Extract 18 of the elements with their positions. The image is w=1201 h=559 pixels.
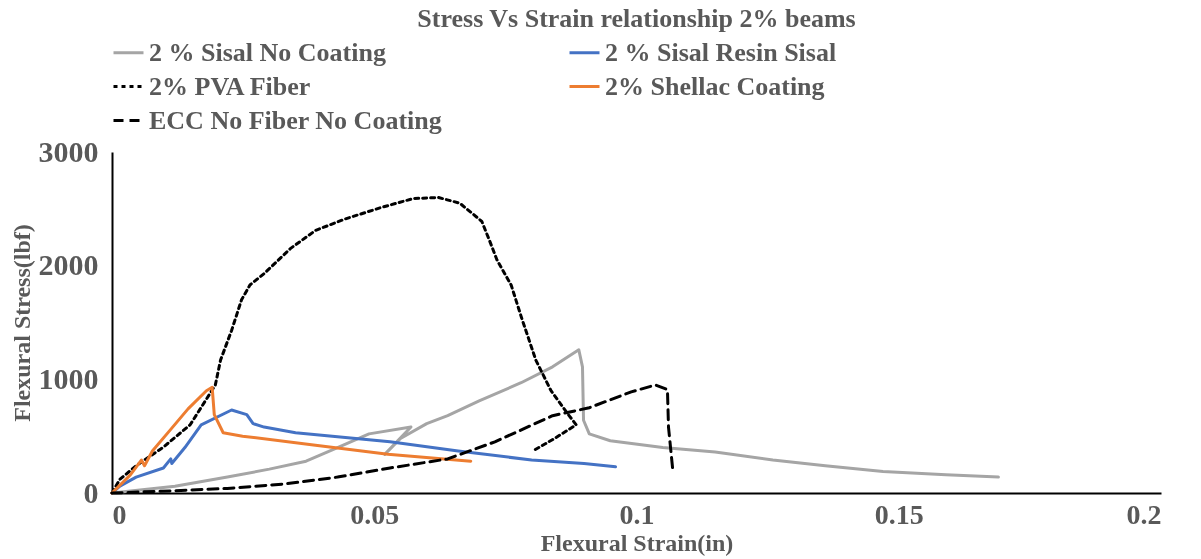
x-tick-label: 0.05 xyxy=(350,498,400,530)
y-tick-label: 1000 xyxy=(38,361,99,395)
x-tick-label: 0.2 xyxy=(1126,498,1162,530)
x-tick-label: 0.1 xyxy=(619,498,655,530)
legend-label: 2% Shellac Coating xyxy=(605,71,825,101)
x-tick-label: 0 xyxy=(112,498,127,530)
legend-label: 2 % Sisal No Coating xyxy=(149,37,386,67)
y-tick-label: 3000 xyxy=(38,134,99,168)
chart-title: Stress Vs Strain relationship 2% beams xyxy=(417,4,856,33)
line-series xyxy=(110,385,473,495)
legend-label: 2% PVA Fiber xyxy=(149,71,311,101)
legend-label: ECC No Fiber No Coating xyxy=(149,105,442,135)
y-axis-title: Flexural Stress(lbf) xyxy=(8,224,35,422)
y-tick-label: 2000 xyxy=(38,248,99,282)
y-tick-label: 0 xyxy=(83,475,99,509)
legend-label: 2 % Sisal Resin Sisal xyxy=(605,37,837,67)
x-axis-title: Flexural Strain(in) xyxy=(540,529,734,556)
x-tick-label: 0.15 xyxy=(874,498,924,530)
